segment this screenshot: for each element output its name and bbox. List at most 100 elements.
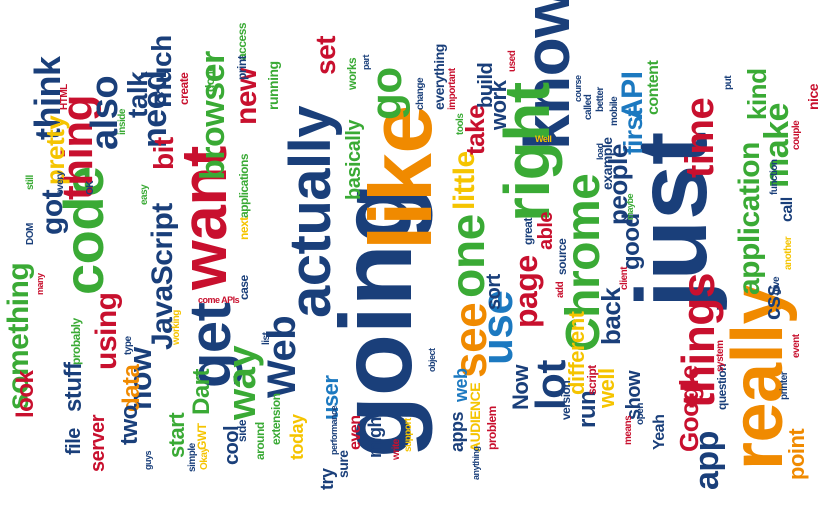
word-application: application [733, 142, 766, 295]
word-try: try [317, 468, 337, 490]
word-easy: easy [139, 184, 150, 205]
word-content: content [645, 60, 662, 115]
word-another: another [783, 236, 794, 270]
word-guys: guys [143, 450, 153, 470]
word-every: every [55, 171, 66, 195]
word-page: page [508, 255, 544, 328]
word-change: change [415, 77, 426, 110]
word-done: done [203, 65, 217, 92]
word-anything: anything [471, 446, 481, 481]
word-event: event [791, 334, 802, 358]
word-talk: talk [122, 71, 153, 118]
word-working: working [171, 310, 182, 345]
word-write: write [391, 439, 402, 460]
word-call: call [779, 197, 796, 222]
word-mobile: mobile [609, 96, 620, 126]
word-version: version [559, 380, 573, 420]
word-got: got [36, 189, 69, 235]
word-back: back [596, 287, 626, 345]
word-put: put [723, 75, 734, 90]
word-applications: applications [237, 153, 251, 218]
word-side: side [235, 419, 249, 442]
word-printer: printer [779, 371, 790, 400]
word-go: go [362, 67, 411, 120]
word-server: server [87, 414, 109, 472]
word-load: load [595, 143, 605, 160]
word-probably: probably [69, 318, 83, 365]
word-function: function [769, 159, 780, 195]
word-come-apis: come APIs [198, 295, 240, 305]
word-performance: performance [329, 405, 339, 455]
word-running: running [265, 61, 281, 110]
word-okay: Okay [199, 447, 210, 470]
word-yeah: Yeah [651, 414, 668, 450]
word-access: access [235, 22, 249, 60]
word-like: like [351, 105, 450, 250]
word-set: set [310, 36, 341, 75]
word-give: give [771, 276, 782, 295]
word-build: build [475, 62, 497, 108]
word-support: support [403, 418, 414, 452]
word-nice: nice [805, 83, 821, 110]
word-app: app [688, 431, 726, 490]
word-using: using [90, 292, 123, 371]
word-look: look [12, 370, 39, 418]
word-apps: apps [447, 411, 467, 452]
word-list: list [261, 332, 272, 345]
word-inside: inside [117, 109, 128, 135]
word-dom: DOM [25, 223, 36, 245]
word-maybe: maybe [625, 193, 635, 220]
word-better: better [595, 87, 606, 112]
word-basically: basically [343, 119, 365, 200]
word-dart: Dart [188, 368, 215, 415]
word-used: used [507, 50, 518, 72]
word-way: way [220, 345, 264, 420]
word-system: system [715, 340, 726, 372]
word-everything: everything [431, 44, 447, 110]
word-kind: kind [742, 68, 772, 120]
word-actually: actually [278, 106, 343, 318]
word-important: important [447, 68, 458, 110]
word-client: client [619, 266, 630, 290]
word-well-capital: Well [535, 134, 552, 144]
word-might: might [365, 411, 385, 459]
word-problem: problem [485, 406, 499, 450]
word-html: HTML [59, 84, 70, 110]
word-next: next [237, 217, 251, 240]
word-now-capital: Now [508, 365, 533, 410]
word-print: print [235, 55, 249, 80]
word-good: good [618, 213, 645, 270]
word-audience: AUDIENCE [467, 382, 483, 452]
word-type: type [123, 336, 134, 355]
word-gwt: GWT [195, 423, 209, 451]
word-stuff: stuff [60, 362, 87, 412]
word-create: create [177, 72, 191, 105]
word-part: part [361, 54, 371, 70]
word-called: called [583, 94, 594, 120]
word-even: even [347, 415, 364, 450]
word-point: point [784, 428, 809, 480]
word-around: around [253, 422, 267, 460]
word-able: able [535, 211, 557, 250]
word-case: case [237, 275, 251, 300]
word-object: object [427, 348, 437, 372]
word-source: source [555, 238, 569, 275]
word-start: start [164, 412, 189, 458]
word-open: open [635, 403, 646, 425]
word-two: two [116, 405, 143, 445]
word-add: add [555, 281, 566, 298]
word-great: great [521, 218, 535, 245]
word-many: many [35, 273, 45, 295]
word-little: little [448, 151, 481, 210]
word-well: well [594, 368, 619, 408]
word-ok: OK [85, 181, 96, 195]
word-means: means [623, 415, 634, 445]
word-course: course [573, 75, 583, 102]
word-bit: bit [148, 137, 179, 170]
word-extension: extension [269, 393, 283, 445]
word-today: today [287, 414, 307, 460]
word-tools: tools [455, 113, 466, 135]
word-script: script [585, 365, 599, 395]
word-still: still [25, 175, 36, 190]
